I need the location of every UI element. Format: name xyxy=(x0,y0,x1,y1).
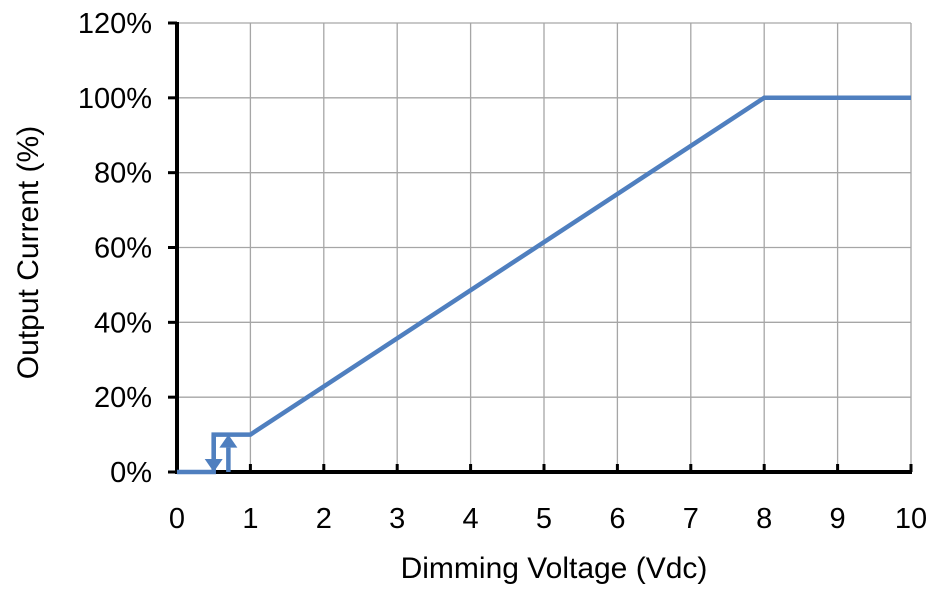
annotation-layer xyxy=(205,435,238,472)
x-tick-label: 9 xyxy=(830,503,846,535)
y-tick-label: 20% xyxy=(94,382,152,414)
x-tick-label: 10 xyxy=(895,503,927,535)
y-tick-label: 40% xyxy=(94,307,152,339)
y-tick-label: 120% xyxy=(78,8,152,40)
x-tick-label: 5 xyxy=(536,503,552,535)
y-tick-label: 80% xyxy=(94,158,152,190)
x-tick-label: 0 xyxy=(169,503,185,535)
x-tick-label: 7 xyxy=(683,503,699,535)
x-tick-label: 8 xyxy=(756,503,772,535)
grid xyxy=(177,23,911,472)
x-tick-label: 4 xyxy=(463,503,479,535)
y-tick-label: 100% xyxy=(78,83,152,115)
x-tick-label: 1 xyxy=(242,503,258,535)
y-axis-title: Output Current (%) xyxy=(12,126,45,379)
y-tick-label: 0% xyxy=(110,457,152,489)
x-tick-label: 2 xyxy=(316,503,332,535)
x-tick-label: 6 xyxy=(609,503,625,535)
x-axis-title: Dimming Voltage (Vdc) xyxy=(401,552,708,585)
x-tick-label: 3 xyxy=(389,503,405,535)
y-tick-label: 60% xyxy=(94,233,152,265)
